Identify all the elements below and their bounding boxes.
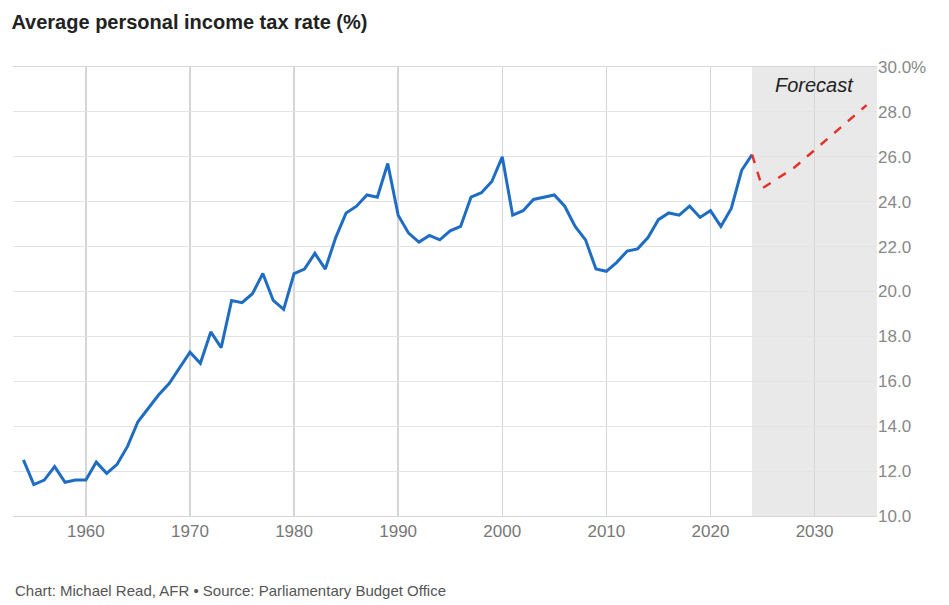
- svg-text:20.0: 20.0: [878, 282, 911, 301]
- svg-text:Forecast: Forecast: [775, 74, 854, 96]
- svg-text:Average personal income tax ra: Average personal income tax rate (%): [11, 11, 367, 33]
- svg-text:16.0: 16.0: [878, 372, 911, 391]
- svg-text:28.0: 28.0: [878, 103, 911, 122]
- svg-text:1960: 1960: [67, 522, 105, 541]
- svg-text:1990: 1990: [379, 522, 417, 541]
- svg-text:2020: 2020: [692, 522, 730, 541]
- svg-text:2030: 2030: [796, 522, 834, 541]
- svg-text:2000: 2000: [483, 522, 521, 541]
- svg-text:14.0: 14.0: [878, 417, 911, 436]
- svg-text:2010: 2010: [587, 522, 625, 541]
- svg-text:10.0: 10.0: [878, 507, 911, 526]
- svg-text:12.0: 12.0: [878, 462, 911, 481]
- svg-text:Chart: Michael Read, AFR • Sou: Chart: Michael Read, AFR • Source: Parli…: [15, 582, 446, 599]
- svg-text:1980: 1980: [275, 522, 313, 541]
- svg-text:22.0: 22.0: [878, 238, 911, 257]
- svg-text:1970: 1970: [171, 522, 209, 541]
- svg-text:26.0: 26.0: [878, 148, 911, 167]
- svg-text:24.0: 24.0: [878, 193, 911, 212]
- svg-text:18.0: 18.0: [878, 327, 911, 346]
- svg-text:30.0%: 30.0%: [878, 58, 926, 77]
